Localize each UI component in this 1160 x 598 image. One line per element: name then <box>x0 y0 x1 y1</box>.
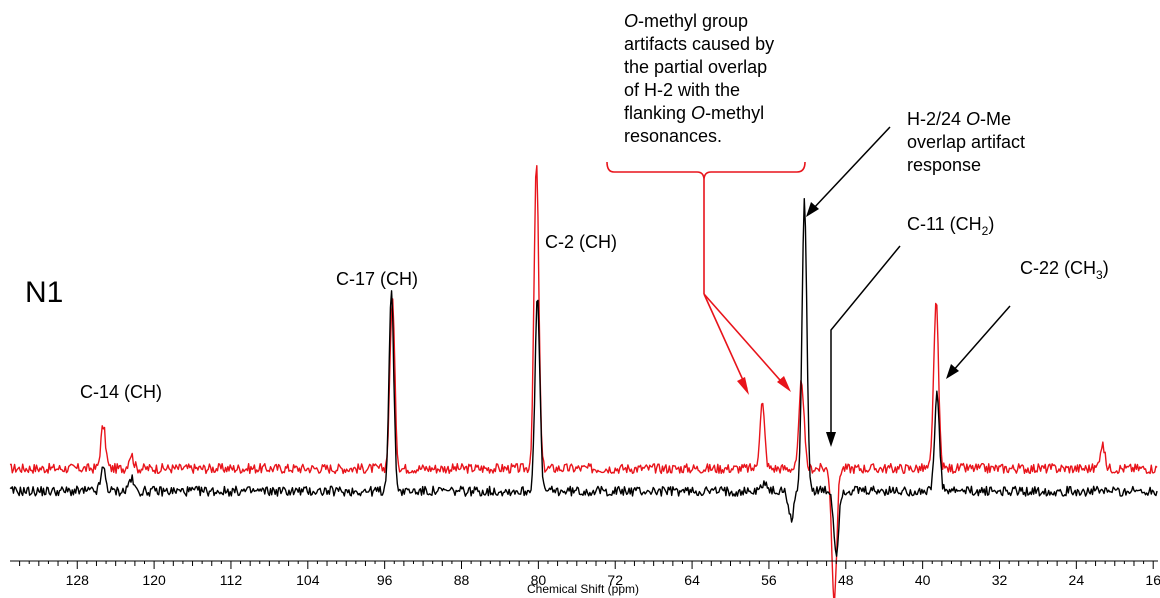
h2-line-2: overlap artifact <box>907 132 1025 152</box>
red-arrow-to-56 <box>703 293 748 390</box>
x-tick-label: 72 <box>607 572 623 588</box>
x-tick-label: 24 <box>1069 572 1085 588</box>
red-spectrum-line <box>9 165 1158 598</box>
x-axis: 128 120 112 104 96 88 80 72 64 56 48 40 32 24 16 Chemi… <box>10 560 1160 596</box>
label-c2: C-2 (CH) <box>545 232 617 252</box>
c22-arrowhead <box>946 364 959 379</box>
x-tick-label: 32 <box>992 572 1008 588</box>
red-arrow-to-52 <box>703 293 788 389</box>
c11-arrowhead <box>826 432 836 447</box>
x-tick-label: 80 <box>531 572 547 588</box>
x-tick-label: 16 <box>1145 572 1160 588</box>
x-tick-label: 88 <box>454 572 470 588</box>
omethyl-line-3: the partial overlap <box>624 57 767 77</box>
omethyl-line-2: artifacts caused by <box>624 34 774 54</box>
major-ticks: 128 120 112 104 96 88 80 72 64 56 48 40 32 24 16 <box>66 561 1160 588</box>
spectrum-traces <box>9 165 1158 598</box>
omethyl-line-6: resonances. <box>624 126 722 146</box>
x-tick-label: 128 <box>66 572 90 588</box>
x-tick-label: 64 <box>684 572 700 588</box>
panel-label: N1 <box>25 276 63 309</box>
x-tick-label: 104 <box>296 572 320 588</box>
x-tick-label: 120 <box>142 572 166 588</box>
minor-ticks <box>19 561 1145 566</box>
x-tick-label: 40 <box>915 572 931 588</box>
omethyl-line-1: O-methyl group <box>624 11 748 31</box>
black-spectrum-line <box>9 197 1158 557</box>
x-tick-label: 48 <box>838 572 854 588</box>
label-c14: C-14 (CH) <box>80 382 162 402</box>
red-arrowhead-2 <box>777 376 791 392</box>
h2-arrow-line <box>811 126 891 211</box>
c22-arrow-line <box>951 305 1011 373</box>
x-tick-label: 96 <box>377 572 393 588</box>
label-c22: C-22 (CH3) <box>1020 258 1109 282</box>
x-tick-label: 56 <box>761 572 777 588</box>
label-c11: C-11 (CH2) <box>907 214 994 238</box>
label-c17: C-17 (CH) <box>336 269 418 289</box>
h2-line-1: H-2/24 O-Me <box>907 109 1011 129</box>
red-arrowhead-1 <box>737 377 749 395</box>
omethyl-annotation: O-methyl group artifacts caused by the p… <box>624 11 774 146</box>
c11-arrow-line <box>830 245 901 440</box>
red-brace <box>606 161 806 181</box>
x-tick-label: 112 <box>220 572 243 588</box>
omethyl-line-5: flanking O-methyl <box>624 103 764 123</box>
omethyl-line-4: of H-2 with the <box>624 80 740 100</box>
x-axis-label: Chemical Shift (ppm) <box>527 582 639 596</box>
h2-annotation: H-2/24 O-Me overlap artifact response <box>907 109 1025 175</box>
h2-arrowhead <box>806 202 819 217</box>
omethyl-bracket <box>606 161 806 390</box>
h2-line-3: response <box>907 155 981 175</box>
